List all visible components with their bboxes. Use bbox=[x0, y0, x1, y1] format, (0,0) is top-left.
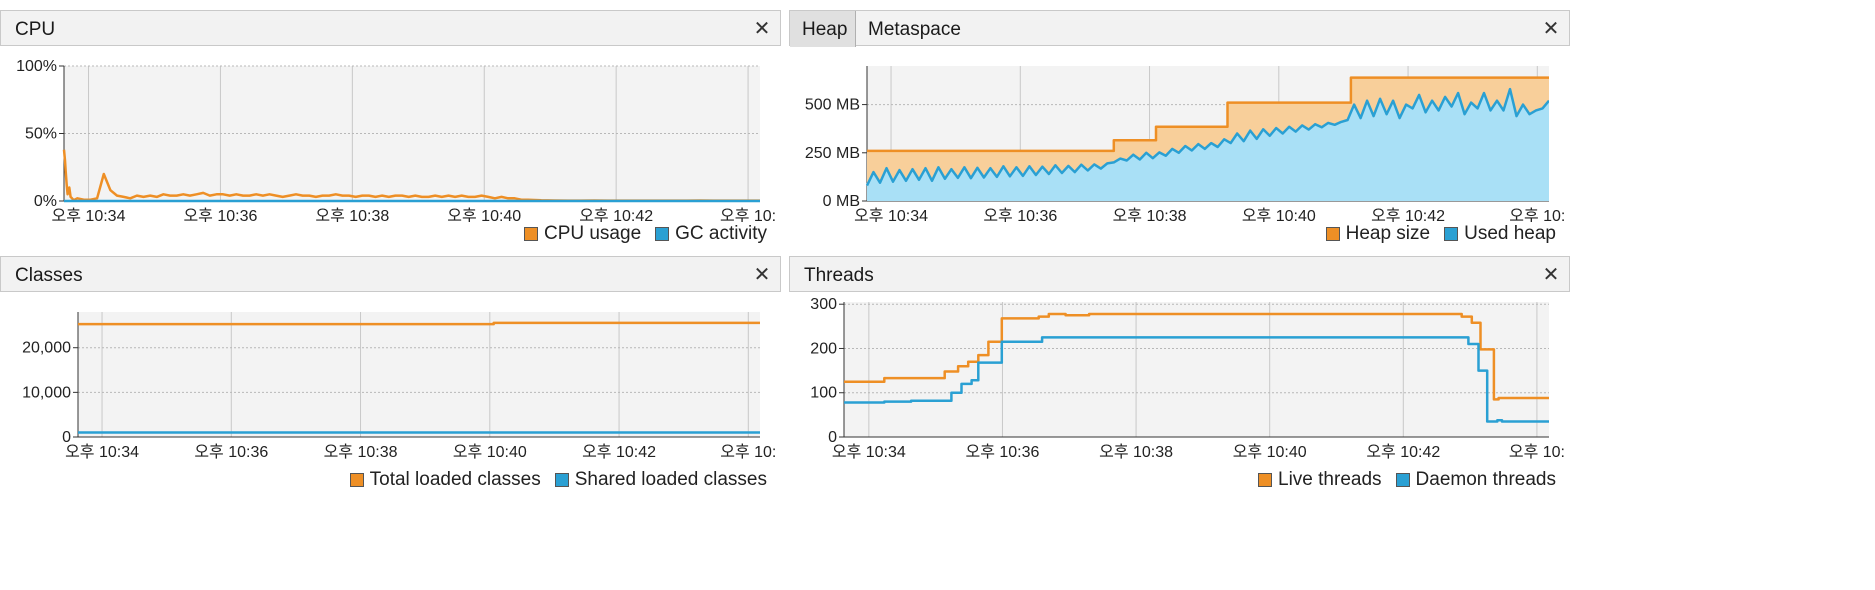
tab-heap[interactable]: Heap bbox=[790, 11, 856, 47]
plot-background bbox=[78, 312, 760, 437]
close-icon[interactable]: ✕ bbox=[1542, 264, 1560, 286]
y-tick-label: 100% bbox=[16, 58, 57, 75]
x-tick-label: 오후 10:34 bbox=[65, 443, 139, 461]
y-tick-label: 0 bbox=[828, 429, 837, 446]
x-tick-label: 오후 10:36 bbox=[183, 207, 257, 222]
panel-title: Threads bbox=[804, 265, 874, 286]
y-tick-label: 300 bbox=[810, 296, 837, 313]
memory-panel-header: Heap Metaspace ✕ bbox=[789, 10, 1570, 47]
x-tick-label: 오후 10:38 bbox=[1113, 207, 1187, 222]
x-tick-label: 오후 10:36 bbox=[194, 443, 268, 461]
close-icon[interactable]: ✕ bbox=[753, 264, 771, 286]
legend-label: Used heap bbox=[1464, 223, 1556, 244]
classes-legend: Total loaded classes Shared loaded class… bbox=[349, 469, 767, 491]
legend-label: Total loaded classes bbox=[369, 469, 541, 490]
series-line bbox=[844, 336, 1549, 423]
x-tick-label: 오후 10:42 bbox=[1366, 443, 1440, 461]
legend-label: Daemon threads bbox=[1415, 469, 1556, 490]
cpu-legend: CPU usage GC activity bbox=[523, 223, 767, 245]
legend-label: Live threads bbox=[1278, 469, 1382, 490]
x-tick-label: 오후 10:38 bbox=[324, 443, 398, 461]
classes-panel: Classes ✕ 오후 10:34 오후 10:36 오후 10:38 오후 10:… bbox=[0, 256, 781, 496]
series-line bbox=[865, 87, 1550, 187]
x-tick-label: 오후 10: bbox=[720, 443, 776, 461]
x-tick-label: 오후 10:40 bbox=[1233, 443, 1307, 461]
classes-panel-header: Classes ✕ bbox=[0, 256, 781, 292]
legend-swatch bbox=[1325, 227, 1340, 241]
legend-swatch bbox=[554, 473, 569, 487]
x-tick-label: 오후 10:40 bbox=[447, 207, 521, 222]
legend-item: Live threads bbox=[1258, 469, 1382, 491]
legend-item: GC activity bbox=[655, 223, 767, 245]
threads-panel: Threads ✕ 오후 10:34 오후 10:36 오후 10:38 오후 10:… bbox=[789, 256, 1570, 496]
plot-edge bbox=[760, 296, 781, 438]
y-tick-label: 250 MB bbox=[805, 145, 860, 162]
threads-chart: 오후 10:34 오후 10:36 오후 10:38 오후 10:40 오후 10:42… bbox=[810, 296, 1570, 461]
x-tick-label: 오후 10: bbox=[1509, 443, 1565, 461]
threads-legend: Live threads Daemon threads bbox=[1258, 469, 1556, 491]
x-tick-label: 오후 10:34 bbox=[52, 207, 126, 222]
heap-chart: 오후 10:34 오후 10:36 오후 10:38 오후 10:40 오후 10:42… bbox=[805, 50, 1570, 222]
y-tick-label: 10,000 bbox=[22, 384, 71, 401]
legend-label: GC activity bbox=[675, 223, 767, 244]
threads-panel-header: Threads ✕ bbox=[789, 256, 1570, 292]
x-tick-label: 오후 10:34 bbox=[854, 207, 928, 222]
x-tick-label: 오후 10:38 bbox=[315, 207, 389, 222]
series-line bbox=[867, 76, 1549, 153]
x-tick-label: 오후 10:42 bbox=[579, 207, 653, 222]
legend-swatch bbox=[1395, 473, 1410, 487]
legend-swatch bbox=[655, 227, 670, 241]
cpu-chart: 오후 10:34 오후 10:36 오후 10:38 오후 10:40 오후 10:42… bbox=[16, 50, 781, 222]
tab-metaspace[interactable]: Metaspace bbox=[868, 19, 961, 40]
legend-item: CPU usage bbox=[523, 223, 642, 245]
memory-panel: Heap Metaspace ✕ 오후 10:34 오후 10:36 오후 10:3… bbox=[789, 10, 1570, 250]
plot-edge bbox=[1549, 296, 1570, 438]
heap-legend: Heap size Used heap bbox=[1325, 223, 1556, 245]
plot-edge bbox=[760, 50, 781, 202]
classes-chart: 오후 10:34 오후 10:36 오후 10:38 오후 10:40 오후 10:42… bbox=[22, 296, 781, 461]
panel-title: CPU bbox=[15, 19, 56, 40]
cpu-panel-header: CPU ✕ bbox=[0, 10, 781, 46]
legend-item: Shared loaded classes bbox=[554, 469, 767, 491]
cpu-panel: CPU ✕ 오후 10:34 오후 10:36 오후 10:38 오후 10:40 오후… bbox=[0, 10, 781, 250]
legend-swatch bbox=[1258, 473, 1273, 487]
x-tick-label: 오후 10:42 bbox=[582, 443, 656, 461]
legend-item: Used heap bbox=[1444, 223, 1556, 245]
x-tick-label: 오후 10:42 bbox=[1371, 207, 1445, 222]
legend-swatch bbox=[349, 473, 364, 487]
legend-item: Heap size bbox=[1325, 223, 1431, 245]
y-tick-label: 100 bbox=[810, 385, 837, 402]
close-icon[interactable]: ✕ bbox=[753, 18, 771, 40]
x-tick-label: 오후 10:40 bbox=[1242, 207, 1316, 222]
y-tick-label: 500 MB bbox=[805, 97, 860, 114]
legend-label: Heap size bbox=[1345, 223, 1431, 244]
plot-edge bbox=[1549, 50, 1570, 202]
y-tick-label: 0 MB bbox=[823, 193, 860, 210]
series-line bbox=[78, 321, 760, 326]
x-tick-label: 오후 10:40 bbox=[453, 443, 527, 461]
y-tick-label: 20,000 bbox=[22, 340, 71, 357]
y-tick-label: 50% bbox=[25, 126, 57, 143]
y-tick-label: 200 bbox=[810, 340, 837, 357]
legend-label: CPU usage bbox=[543, 223, 642, 244]
legend-item: Total loaded classes bbox=[349, 469, 541, 491]
x-tick-label: 오후 10: bbox=[1509, 207, 1565, 222]
x-tick-label: 오후 10:38 bbox=[1099, 443, 1173, 461]
legend-label: Shared loaded classes bbox=[574, 469, 767, 490]
x-tick-label: 오후 10:36 bbox=[965, 443, 1039, 461]
close-icon[interactable]: ✕ bbox=[1542, 18, 1560, 40]
legend-swatch bbox=[1444, 227, 1459, 241]
plot-background bbox=[844, 302, 1549, 437]
x-tick-label: 오후 10:34 bbox=[832, 443, 906, 461]
legend-swatch bbox=[523, 227, 538, 241]
y-tick-label: 0% bbox=[34, 193, 57, 210]
x-tick-label: 오후 10:36 bbox=[983, 207, 1057, 222]
panel-title: Classes bbox=[15, 265, 83, 286]
legend-item: Daemon threads bbox=[1395, 469, 1556, 491]
y-tick-label: 0 bbox=[62, 429, 71, 446]
series-line bbox=[844, 312, 1549, 401]
x-tick-label: 오후 10: bbox=[720, 207, 776, 222]
